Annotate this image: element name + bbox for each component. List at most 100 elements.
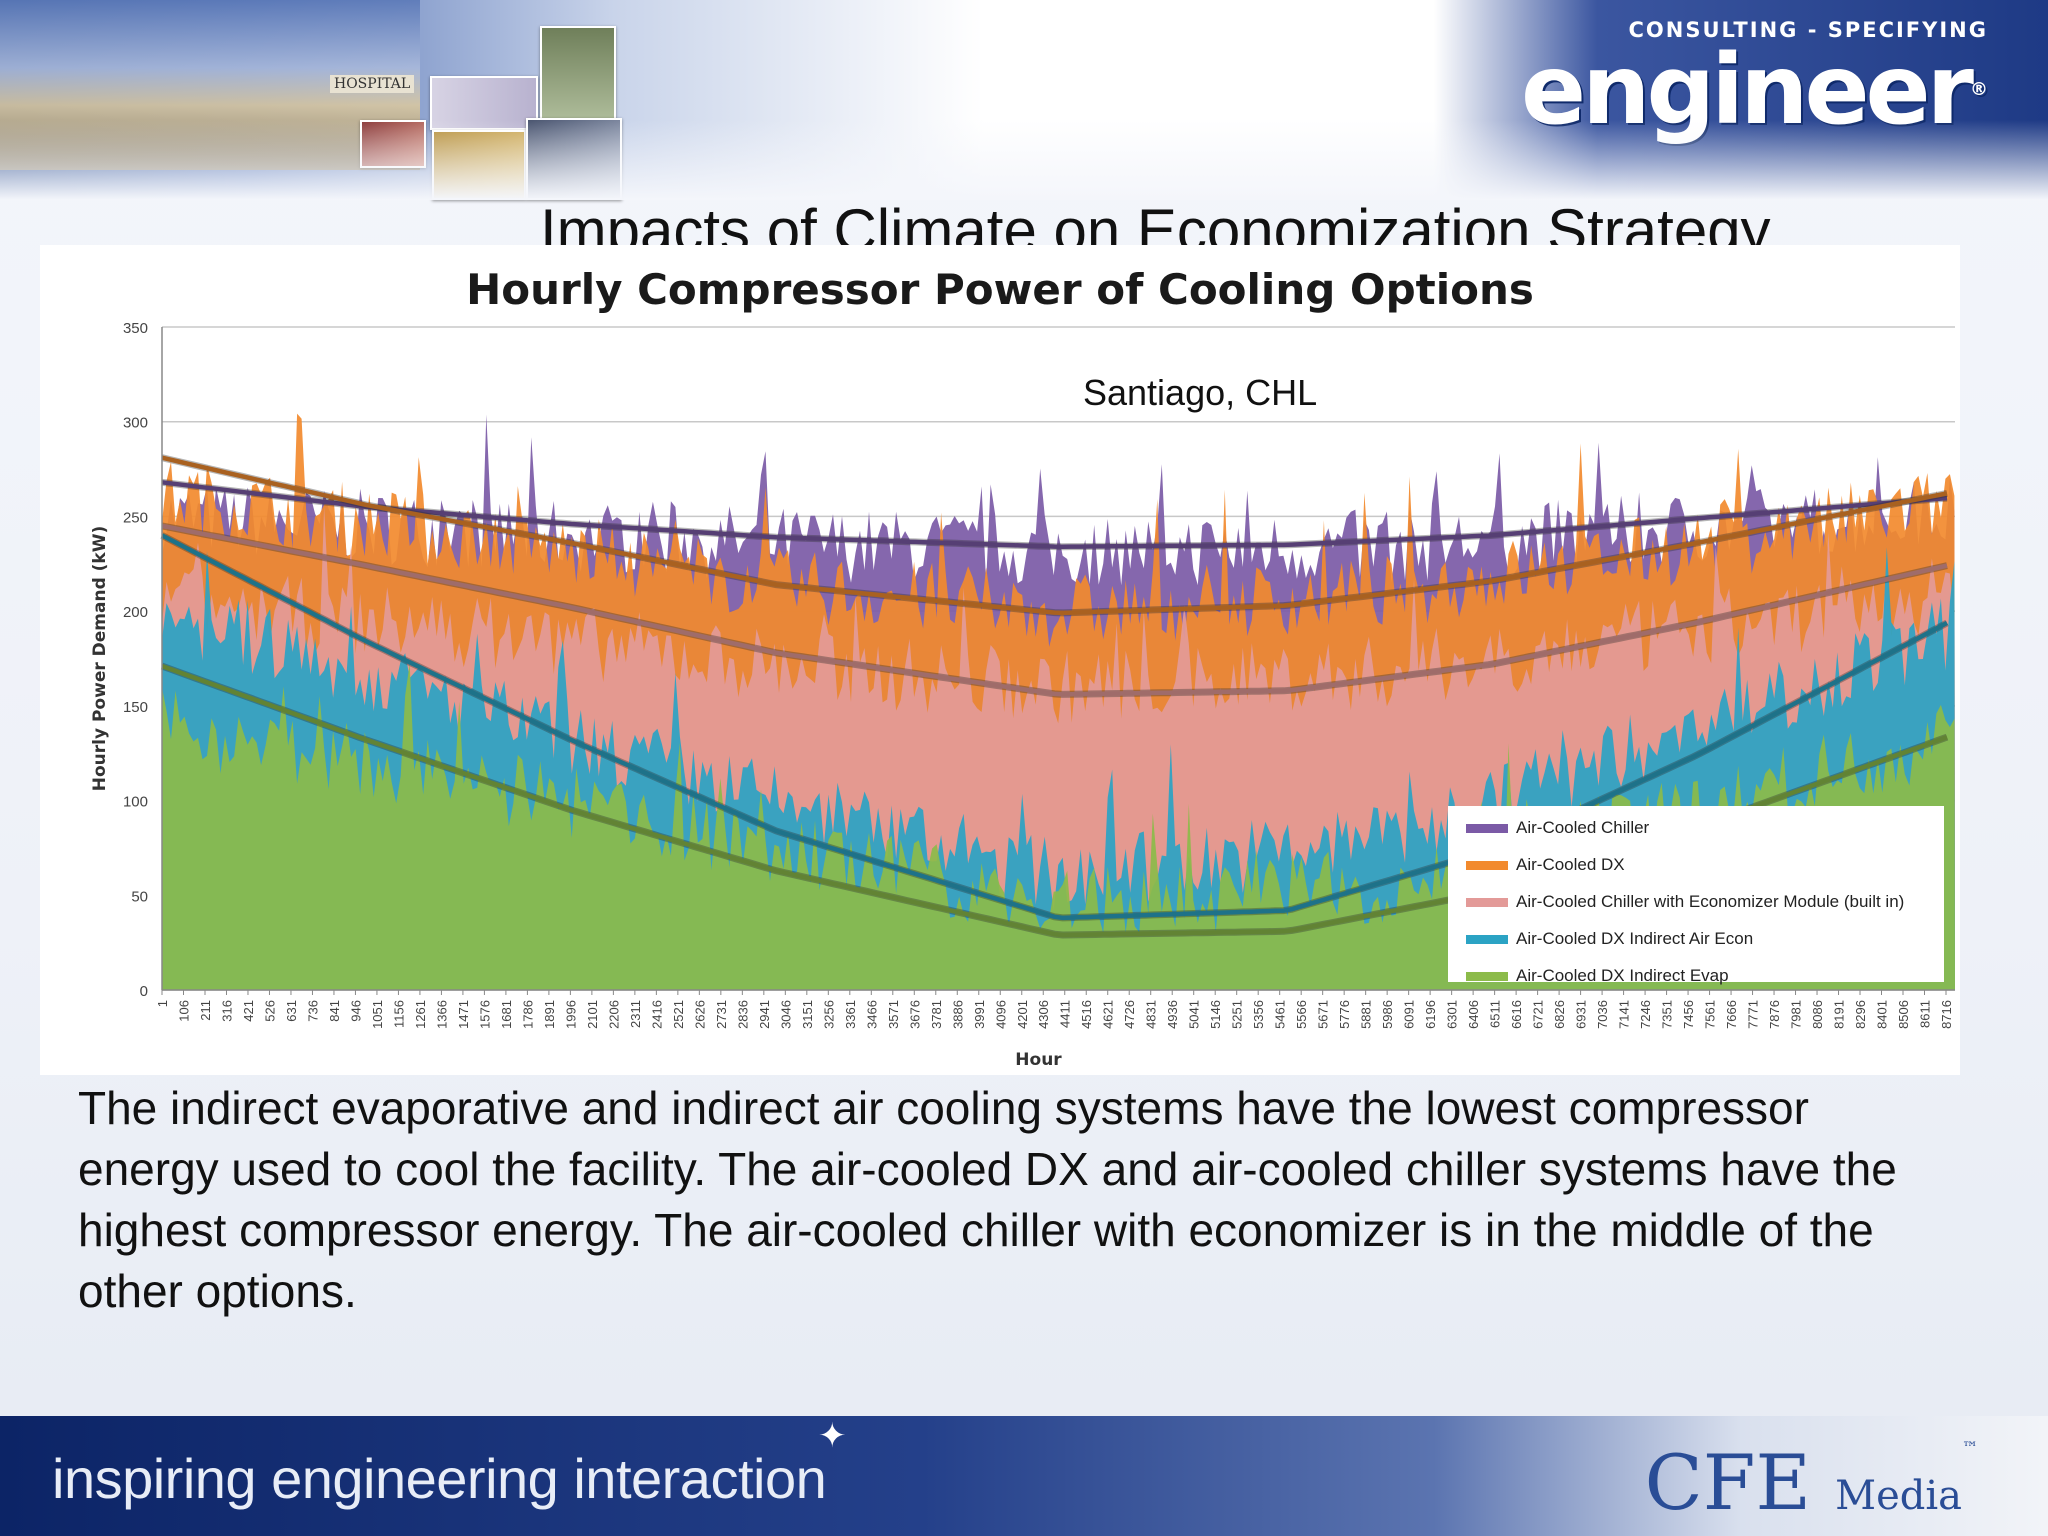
x-tick-label: 5356 <box>1251 1000 1266 1029</box>
x-tick-label: 8506 <box>1896 1000 1911 1029</box>
x-tick-label: 631 <box>284 1000 299 1022</box>
x-tick-label: 7666 <box>1724 1000 1739 1029</box>
x-tick-label: 2416 <box>649 1000 664 1029</box>
x-tick-label: 1471 <box>456 1000 471 1029</box>
legend-item: Air-Cooled Chiller with Economizer Modul… <box>1466 888 1904 916</box>
x-tick-label: 3046 <box>778 1000 793 1029</box>
x-tick-label: 4831 <box>1144 1000 1159 1029</box>
legend-swatch <box>1466 971 1508 981</box>
x-tick-label: 736 <box>305 1000 320 1022</box>
x-tick-label: 6091 <box>1402 1000 1417 1029</box>
top-banner: HOSPITAL CONSULTING - SPECIFYING enginee… <box>0 0 2048 200</box>
x-tick-label: 5776 <box>1337 1000 1352 1029</box>
x-tick-label: 2206 <box>606 1000 621 1029</box>
x-tick-label: 1261 <box>413 1000 428 1029</box>
y-tick-label: 200 <box>123 604 148 621</box>
x-tick-label: 1786 <box>520 1000 535 1029</box>
x-tick-label: 7981 <box>1789 1000 1804 1029</box>
trend-line <box>161 480 1948 549</box>
x-tick-label: 7561 <box>1703 1000 1718 1029</box>
legend-swatch <box>1466 823 1508 833</box>
legend-swatch <box>1466 934 1508 944</box>
x-tick-label: 946 <box>348 1000 363 1022</box>
x-tick-label: 1996 <box>563 1000 578 1029</box>
x-tick-label: 7141 <box>1617 1000 1632 1029</box>
y-tick-label: 50 <box>131 888 148 905</box>
x-tick-label: 6511 <box>1488 1000 1503 1028</box>
trend-line <box>160 533 1949 921</box>
trend-line <box>161 523 1948 697</box>
x-tick-label: 5461 <box>1273 1000 1288 1029</box>
logo-tagline: CONSULTING - SPECIFYING <box>1628 18 1988 42</box>
x-tick-label: 4306 <box>1036 1000 1051 1029</box>
x-tick-label: 7351 <box>1660 1000 1675 1029</box>
x-tick-label: 4411 <box>1058 1000 1073 1028</box>
x-tick-label: 8401 <box>1875 1000 1890 1029</box>
x-tick-label: 1576 <box>477 1000 492 1029</box>
x-tick-label: 6721 <box>1531 1000 1546 1029</box>
x-tick-label: 5566 <box>1294 1000 1309 1029</box>
legend-swatch <box>1466 897 1508 907</box>
x-tick-label: 5671 <box>1316 1000 1331 1029</box>
x-tick-label: 5986 <box>1380 1000 1395 1029</box>
x-tick-label: 8716 <box>1939 1000 1954 1029</box>
x-tick-label: 8086 <box>1810 1000 1825 1029</box>
x-tick-label: 4201 <box>1015 1000 1030 1029</box>
y-tick-label: 350 <box>123 320 148 337</box>
y-axis-label: Hourly Power Demand (kW) <box>90 526 110 792</box>
x-tick-label: 6616 <box>1509 1000 1524 1029</box>
x-tick-label: 7456 <box>1681 1000 1696 1029</box>
legend-label: Air-Cooled DX Indirect Air Econ <box>1516 929 1754 948</box>
y-tick-label: 150 <box>123 699 148 716</box>
chart-subtitle: Santiago, CHL <box>1083 372 1318 413</box>
x-tick-label: 6196 <box>1423 1000 1438 1029</box>
x-tick-label: 1891 <box>542 1000 557 1029</box>
x-tick-label: 7246 <box>1638 1000 1653 1029</box>
y-tick-label: 250 <box>123 509 148 526</box>
legend-label: Air-Cooled DX Indirect Evap <box>1516 966 1729 985</box>
legend-swatch <box>1466 860 1508 870</box>
slide-body-text: The indirect evaporative and indirect ai… <box>78 1082 1897 1317</box>
x-tick-label: 3256 <box>821 1000 836 1029</box>
equipment-photo <box>540 26 616 130</box>
legend-item: Air-Cooled DX Indirect Evap <box>1466 962 1729 990</box>
chart-legend: Air-Cooled Chiller Air-Cooled DX Air-Coole… <box>1448 806 1944 985</box>
x-tick-label: 3466 <box>864 1000 879 1029</box>
cfe-media-logo: CFE Media™ <box>1644 1438 1978 1527</box>
footer-bar: inspiring engineering interaction ✦ CFE … <box>0 1416 2048 1536</box>
x-tick-label: 5146 <box>1208 1000 1223 1029</box>
x-tick-label: 3151 <box>800 1000 815 1029</box>
legend-item: Air-Cooled DX Indirect Air Econ <box>1466 925 1753 953</box>
x-tick-label: 6931 <box>1574 1000 1589 1029</box>
x-tick-label: 2521 <box>671 1000 686 1029</box>
x-tick-label: 4726 <box>1122 1000 1137 1029</box>
y-tick-label: 0 <box>140 983 148 1000</box>
hospital-sign: HOSPITAL <box>330 75 415 93</box>
x-tick-label: 211 <box>198 1000 213 1021</box>
x-tick-label: 7771 <box>1746 1000 1761 1029</box>
x-tick-label: 3571 <box>886 1000 901 1029</box>
x-tick-label: 1 <box>155 1000 170 1007</box>
x-tick-label: 3781 <box>929 1000 944 1029</box>
x-tick-label: 7876 <box>1767 1000 1782 1029</box>
x-tick-label: 6301 <box>1445 1000 1460 1029</box>
x-tick-label: 316 <box>219 1000 234 1022</box>
x-tick-label: 3886 <box>950 1000 965 1029</box>
x-tick-label: 3991 <box>972 1000 987 1029</box>
legend-item: Air-Cooled DX <box>1466 851 1625 879</box>
x-tick-label: 4621 <box>1101 1000 1116 1029</box>
x-tick-label: 7036 <box>1595 1000 1610 1029</box>
x-tick-label: 2626 <box>692 1000 707 1029</box>
trend-line <box>161 455 1948 616</box>
legend-item: Air-Cooled Chiller <box>1466 814 1649 842</box>
x-tick-label: 6406 <box>1466 1000 1481 1029</box>
x-tick-label: 4096 <box>993 1000 1008 1029</box>
x-tick-label: 5251 <box>1230 1000 1245 1029</box>
sparkle-icon: ✦ <box>818 1417 847 1455</box>
x-tick-label: 3676 <box>907 1000 922 1029</box>
x-axis-label: Hour <box>1015 1050 1062 1070</box>
x-tick-label: 841 <box>327 1000 342 1022</box>
footer-tagline: inspiring engineering interaction <box>52 1447 827 1510</box>
legend-label: Air-Cooled Chiller with Economizer Modul… <box>1516 892 1905 911</box>
x-tick-label: 8191 <box>1832 1000 1847 1029</box>
